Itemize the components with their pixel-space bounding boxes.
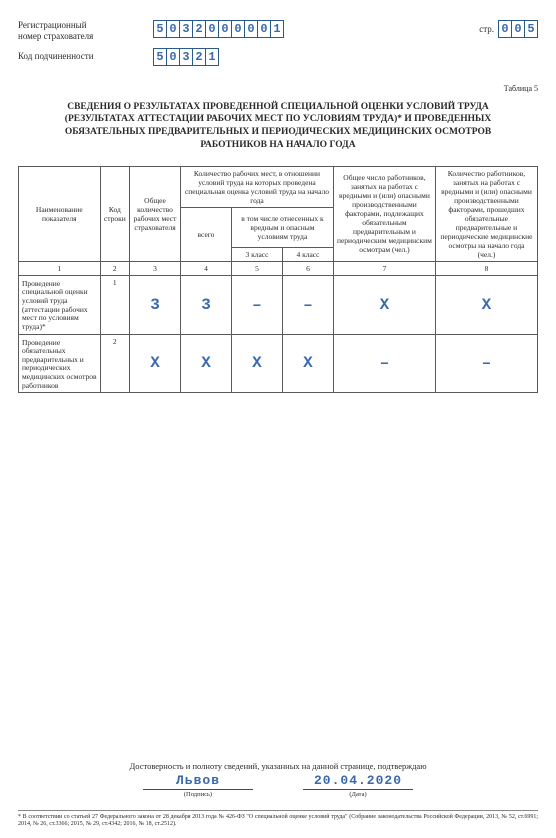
- sub-code-boxes: 5 0 3 2 1: [153, 48, 219, 66]
- colnum: 4: [181, 261, 232, 275]
- colnum: 6: [282, 261, 333, 275]
- title-line: ОБЯЗАТЕЛЬНЫХ ПРЕДВАРИТЕЛЬНЫХ И ПЕРИОДИЧЕ…: [65, 127, 491, 137]
- digit-box: 2: [192, 20, 206, 38]
- digit-box: 0: [218, 20, 232, 38]
- digit-box: 0: [498, 20, 512, 38]
- table-caption: Таблица 5: [18, 84, 538, 93]
- colnum: 5: [231, 261, 282, 275]
- digit-box: 0: [511, 20, 525, 38]
- cell: X: [181, 334, 232, 393]
- digit-box: 5: [524, 20, 538, 38]
- page-prefix: стр.: [479, 24, 494, 34]
- digit-box: 5: [153, 20, 167, 38]
- cell: X: [282, 334, 333, 393]
- page-number-boxes: 0 0 5: [498, 20, 538, 38]
- title-line: СВЕДЕНИЯ О РЕЗУЛЬТАТАХ ПРОВЕДЕННОЙ СПЕЦИ…: [67, 102, 489, 112]
- digit-box: 1: [205, 48, 219, 66]
- reg-label-2: номер страхователя: [18, 31, 153, 42]
- digit-box: 0: [244, 20, 258, 38]
- digit-box: 2: [192, 48, 206, 66]
- th-col8: Количество работников, занятых на работа…: [435, 166, 537, 261]
- row1-label: Проведение специальной оценки условий тр…: [19, 275, 101, 334]
- colnum: 3: [130, 261, 181, 275]
- signature-cap2: (Дата): [349, 791, 366, 798]
- signature-block: Достоверность и полноту сведений, указан…: [18, 761, 538, 798]
- title-line: РАБОТНИКОВ НА НАЧАЛО ГОДА: [200, 140, 355, 150]
- reg-number-boxes: 5 0 3 2 0 0 0 0 0 1: [153, 20, 284, 38]
- cell: –: [435, 334, 537, 393]
- colnum: 2: [100, 261, 129, 275]
- th-total: всего: [181, 207, 232, 261]
- footnote: * В соответствии со статьей 27 Федеральн…: [18, 810, 538, 828]
- digit-box: 1: [270, 20, 284, 38]
- signature-cap1: (Подпись): [184, 791, 212, 798]
- top-row: Регистрационный номер страхователя 5 0 3…: [18, 20, 538, 42]
- digit-box: 0: [231, 20, 245, 38]
- signature-name: Львов: [176, 773, 220, 788]
- cell: X: [435, 275, 537, 334]
- th-col7: Общее число работников, занятых на работ…: [333, 166, 435, 261]
- th-code: Код строки: [100, 166, 129, 261]
- row2-code: 2: [100, 334, 129, 393]
- cell: 3: [130, 275, 181, 334]
- page-title: СВЕДЕНИЯ О РЕЗУЛЬТАТАХ ПРОВЕДЕННОЙ СПЕЦИ…: [18, 101, 538, 152]
- th-class3: 3 класс: [231, 247, 282, 261]
- signature-date: 20.04.2020: [314, 773, 402, 788]
- signature-caption: Достоверность и полноту сведений, указан…: [18, 761, 538, 771]
- cell: X: [231, 334, 282, 393]
- cell: X: [333, 275, 435, 334]
- title-line: (РЕЗУЛЬТАТАХ АТТЕСТАЦИИ РАБОЧИХ МЕСТ ПО …: [65, 114, 491, 124]
- colnum: 7: [333, 261, 435, 275]
- cell: X: [130, 334, 181, 393]
- digit-box: 0: [257, 20, 271, 38]
- row1-code: 1: [100, 275, 129, 334]
- digit-box: 0: [166, 20, 180, 38]
- digit-box: 5: [153, 48, 167, 66]
- digit-box: 3: [179, 20, 193, 38]
- digit-box: 0: [166, 48, 180, 66]
- colnum: 8: [435, 261, 537, 275]
- colnum: 1: [19, 261, 101, 275]
- th-name: Наименование показателя: [19, 166, 101, 261]
- row2-label: Проведение обязательных предварительных …: [19, 334, 101, 393]
- th-class4: 4 класс: [282, 247, 333, 261]
- digit-box: 3: [179, 48, 193, 66]
- sub-code-row: Код подчиненности 5 0 3 2 1: [18, 48, 538, 66]
- sub-code-label: Код подчиненности: [18, 51, 153, 62]
- th-group1: Количество рабочих мест, в отношении усл…: [181, 166, 334, 207]
- th-total-places: Общее количество рабочих мест страховате…: [130, 166, 181, 261]
- cell: –: [282, 275, 333, 334]
- cell: –: [231, 275, 282, 334]
- reg-label-1: Регистрационный: [18, 20, 153, 31]
- main-table: Наименование показателя Код строки Общее…: [18, 166, 538, 394]
- th-group2: в том числе отнесенных к вредным и опасн…: [231, 207, 333, 247]
- cell: 3: [181, 275, 232, 334]
- cell: –: [333, 334, 435, 393]
- digit-box: 0: [205, 20, 219, 38]
